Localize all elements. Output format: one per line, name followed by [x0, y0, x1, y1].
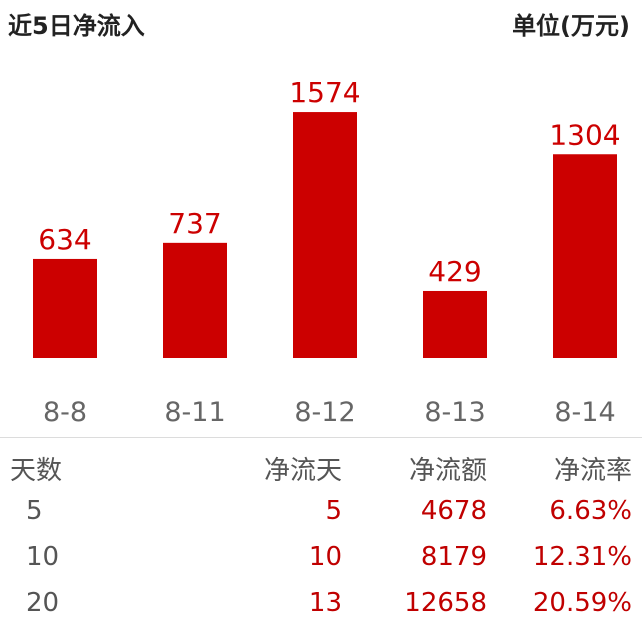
table-row: 5 5 4678 6.63%	[0, 496, 642, 530]
unit-label: 单位(万元)	[512, 12, 630, 40]
cell-net-days: 10	[308, 542, 342, 572]
cell-net-days: 5	[325, 496, 342, 526]
cell-net-amount: 8179	[420, 542, 487, 572]
divider	[0, 437, 642, 438]
data-label-8-13: 429	[428, 255, 481, 288]
bar-8-13	[423, 290, 487, 358]
bar-8-8	[33, 258, 97, 358]
cell-net-amount: 12658	[404, 588, 487, 618]
table-row: 10 10 8179 12.31%	[0, 542, 642, 576]
cell-days: 20	[26, 588, 60, 618]
data-label-8-12: 1574	[289, 76, 360, 109]
bar-8-14	[553, 154, 617, 358]
cell-net-amount: 4678	[420, 496, 487, 526]
chart-title: 近5日净流入	[8, 12, 145, 40]
header-net-days: 净流天	[263, 456, 342, 486]
cell-days: 10	[26, 542, 60, 572]
x-tick-label-8-11: 8-11	[164, 397, 225, 428]
table-row: 20 13 12658 20.59%	[0, 588, 642, 622]
bar-chart: 634 8-8 737 8-11 1574 8-12 429 8-13 1304 8-14	[33, 76, 621, 428]
cell-net-days: 13	[308, 588, 342, 618]
x-tick-label-8-8: 8-8	[43, 397, 87, 428]
header-net-rate: 净流率	[553, 456, 632, 486]
table-header-row: 天数 净流天 净流额 净流率	[0, 450, 642, 486]
header-net-amount: 净流额	[408, 456, 487, 486]
cell-net-rate: 6.63%	[549, 496, 632, 526]
bar-8-12	[293, 112, 357, 358]
bar-8-11	[163, 242, 227, 358]
x-tick-label-8-12: 8-12	[294, 397, 355, 428]
data-label-8-8: 634	[38, 223, 91, 256]
cell-net-rate: 20.59%	[532, 588, 632, 618]
data-label-8-11: 737	[168, 207, 221, 240]
header-days: 天数	[10, 456, 63, 486]
x-tick-label-8-14: 8-14	[554, 397, 615, 428]
cell-days: 5	[26, 496, 43, 526]
cell-net-rate: 12.31%	[532, 542, 632, 572]
data-label-8-14: 1304	[549, 118, 620, 151]
x-tick-label-8-13: 8-13	[424, 397, 485, 428]
